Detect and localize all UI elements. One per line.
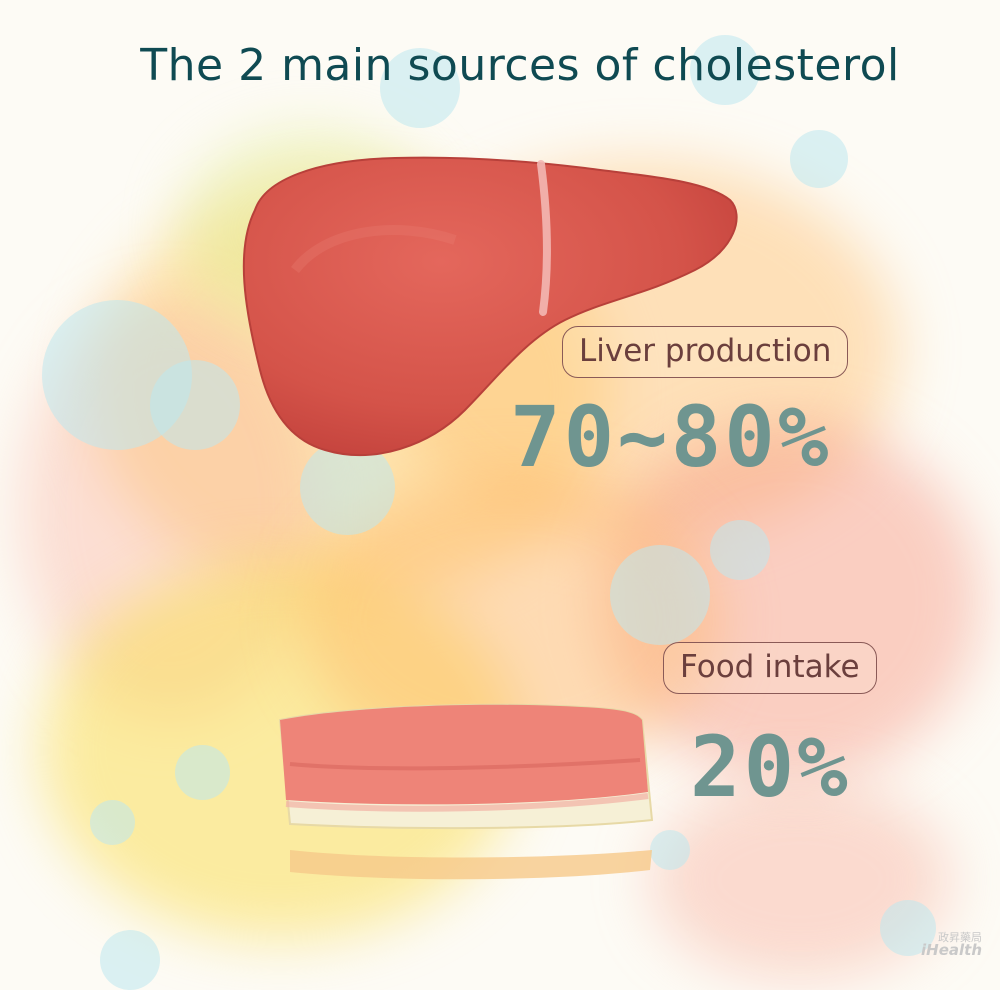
brand-logo-en: iHealth xyxy=(921,941,982,959)
brand-logo-cn: 政昇藥局 xyxy=(938,931,982,944)
liver-illustration xyxy=(242,156,738,457)
brand-logo: 政昇藥局 iHealth xyxy=(921,932,982,958)
food-intake-label: Food intake xyxy=(663,642,877,694)
page-title: The 2 main sources of cholesterol xyxy=(140,40,900,91)
cheesecake-illustration xyxy=(278,703,654,880)
liver-production-label: Liver production xyxy=(562,326,849,378)
liver-production-percent: 70~80% xyxy=(510,388,832,486)
food-intake-percent: 20% xyxy=(690,718,851,816)
